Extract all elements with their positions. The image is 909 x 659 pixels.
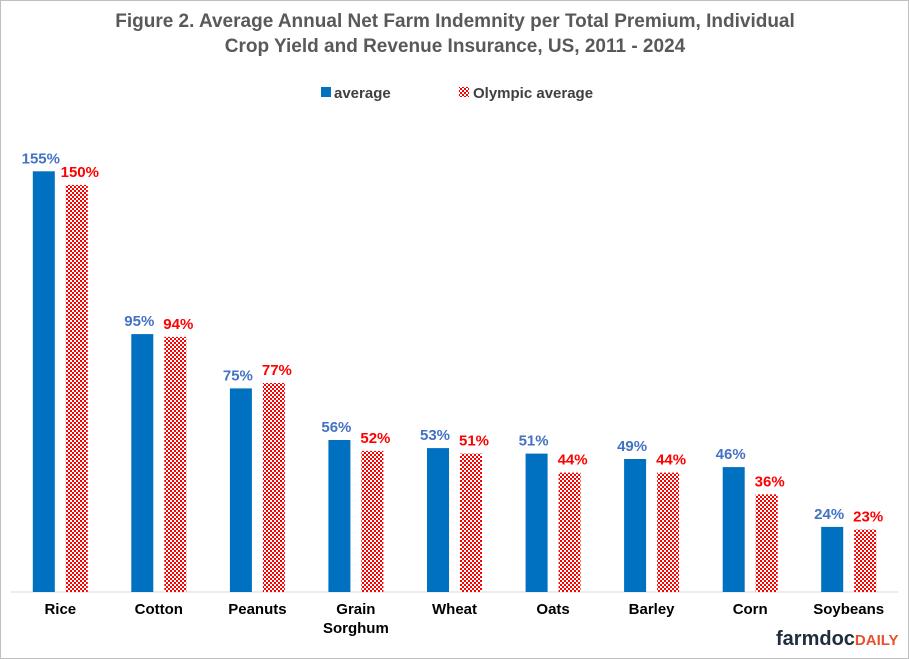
data-label-olympic-average-corn: 36% [755,473,785,490]
chart-title-line-1: Figure 2. Average Annual Net Farm Indemn… [115,11,795,32]
legend-label-average: average [334,85,391,102]
logo-text-farmdoc: farmdoc [776,628,855,650]
data-label-olympic-average-oats: 44% [558,452,588,469]
legend-swatch-olympic-average [459,87,469,97]
category-label-barley: Barley [629,601,676,618]
bar-average-cotton [131,334,154,592]
category-label-peanuts: Peanuts [228,601,286,618]
bar-olympic-average-grain-sorghum [361,450,384,592]
bar-olympic-average-barley [657,472,680,592]
category-label-grain-sorghum-line-1: Grain [336,601,375,618]
data-label-olympic-average-soybeans: 23% [853,509,883,526]
category-label-soybeans: Soybeans [813,601,884,618]
farmdoc-daily-logo: farmdocDAILY [776,628,899,651]
data-label-average-wheat: 53% [420,427,450,444]
bar-olympic-average-wheat [460,453,482,592]
category-label-cotton: Cotton [135,601,183,618]
data-label-olympic-average-rice: 150% [61,164,99,181]
data-label-average-rice: 155% [22,150,60,167]
data-label-average-grain-sorghum: 56% [321,419,351,436]
bar-average-barley [624,459,647,592]
data-labels-group: 155%150% 95% 94% 75% 77% 56% 52% 53% 51% 51% 44% 49… [22,150,884,525]
bar-average-wheat [427,448,449,592]
legend-swatch-average [321,87,331,97]
bar-average-grain-sorghum [328,440,351,592]
category-label-oats: Oats [536,601,569,618]
bar-olympic-average-oats [558,472,581,592]
category-label-rice: Rice [44,601,76,618]
data-label-olympic-average-cotton: 94% [163,316,193,333]
data-label-olympic-average-wheat: 51% [459,433,489,450]
legend-label-olympic-average: Olympic average [473,85,593,102]
bar-olympic-average-rice [65,184,88,592]
chart-title-line-2: Crop Yield and Revenue Insurance, US, 20… [225,36,686,57]
bar-olympic-average-cotton [164,336,187,592]
data-label-average-peanuts: 75% [223,367,253,384]
category-label-grain-sorghum-line-2: Sorghum [323,620,389,637]
bar-average-soybeans [821,526,844,592]
data-label-olympic-average-grain-sorghum: 52% [360,430,390,447]
legend: average Olympic average [321,85,593,102]
bar-average-rice [32,171,55,593]
bar-average-oats [525,453,548,592]
data-label-average-oats: 51% [519,433,549,450]
category-label-wheat: Wheat [432,601,477,618]
data-label-average-barley: 49% [617,438,647,455]
data-label-average-cotton: 95% [124,313,154,330]
bar-olympic-average-soybeans [854,529,877,592]
data-label-average-corn: 46% [716,446,746,463]
data-label-olympic-average-barley: 44% [656,452,686,469]
data-label-average-soybeans: 24% [814,506,844,523]
bars-group [32,171,877,593]
bar-average-peanuts [229,388,252,592]
data-label-olympic-average-peanuts: 77% [262,362,292,379]
logo-text-daily: DAILY [854,632,899,649]
category-labels-group: Rice Cotton Peanuts Grain Sorghum Wheat Oats Ba… [44,601,884,637]
bar-olympic-average-peanuts [262,383,285,592]
bar-average-corn [722,467,745,592]
bar-olympic-average-corn [755,494,778,592]
category-label-corn: Corn [733,601,768,618]
